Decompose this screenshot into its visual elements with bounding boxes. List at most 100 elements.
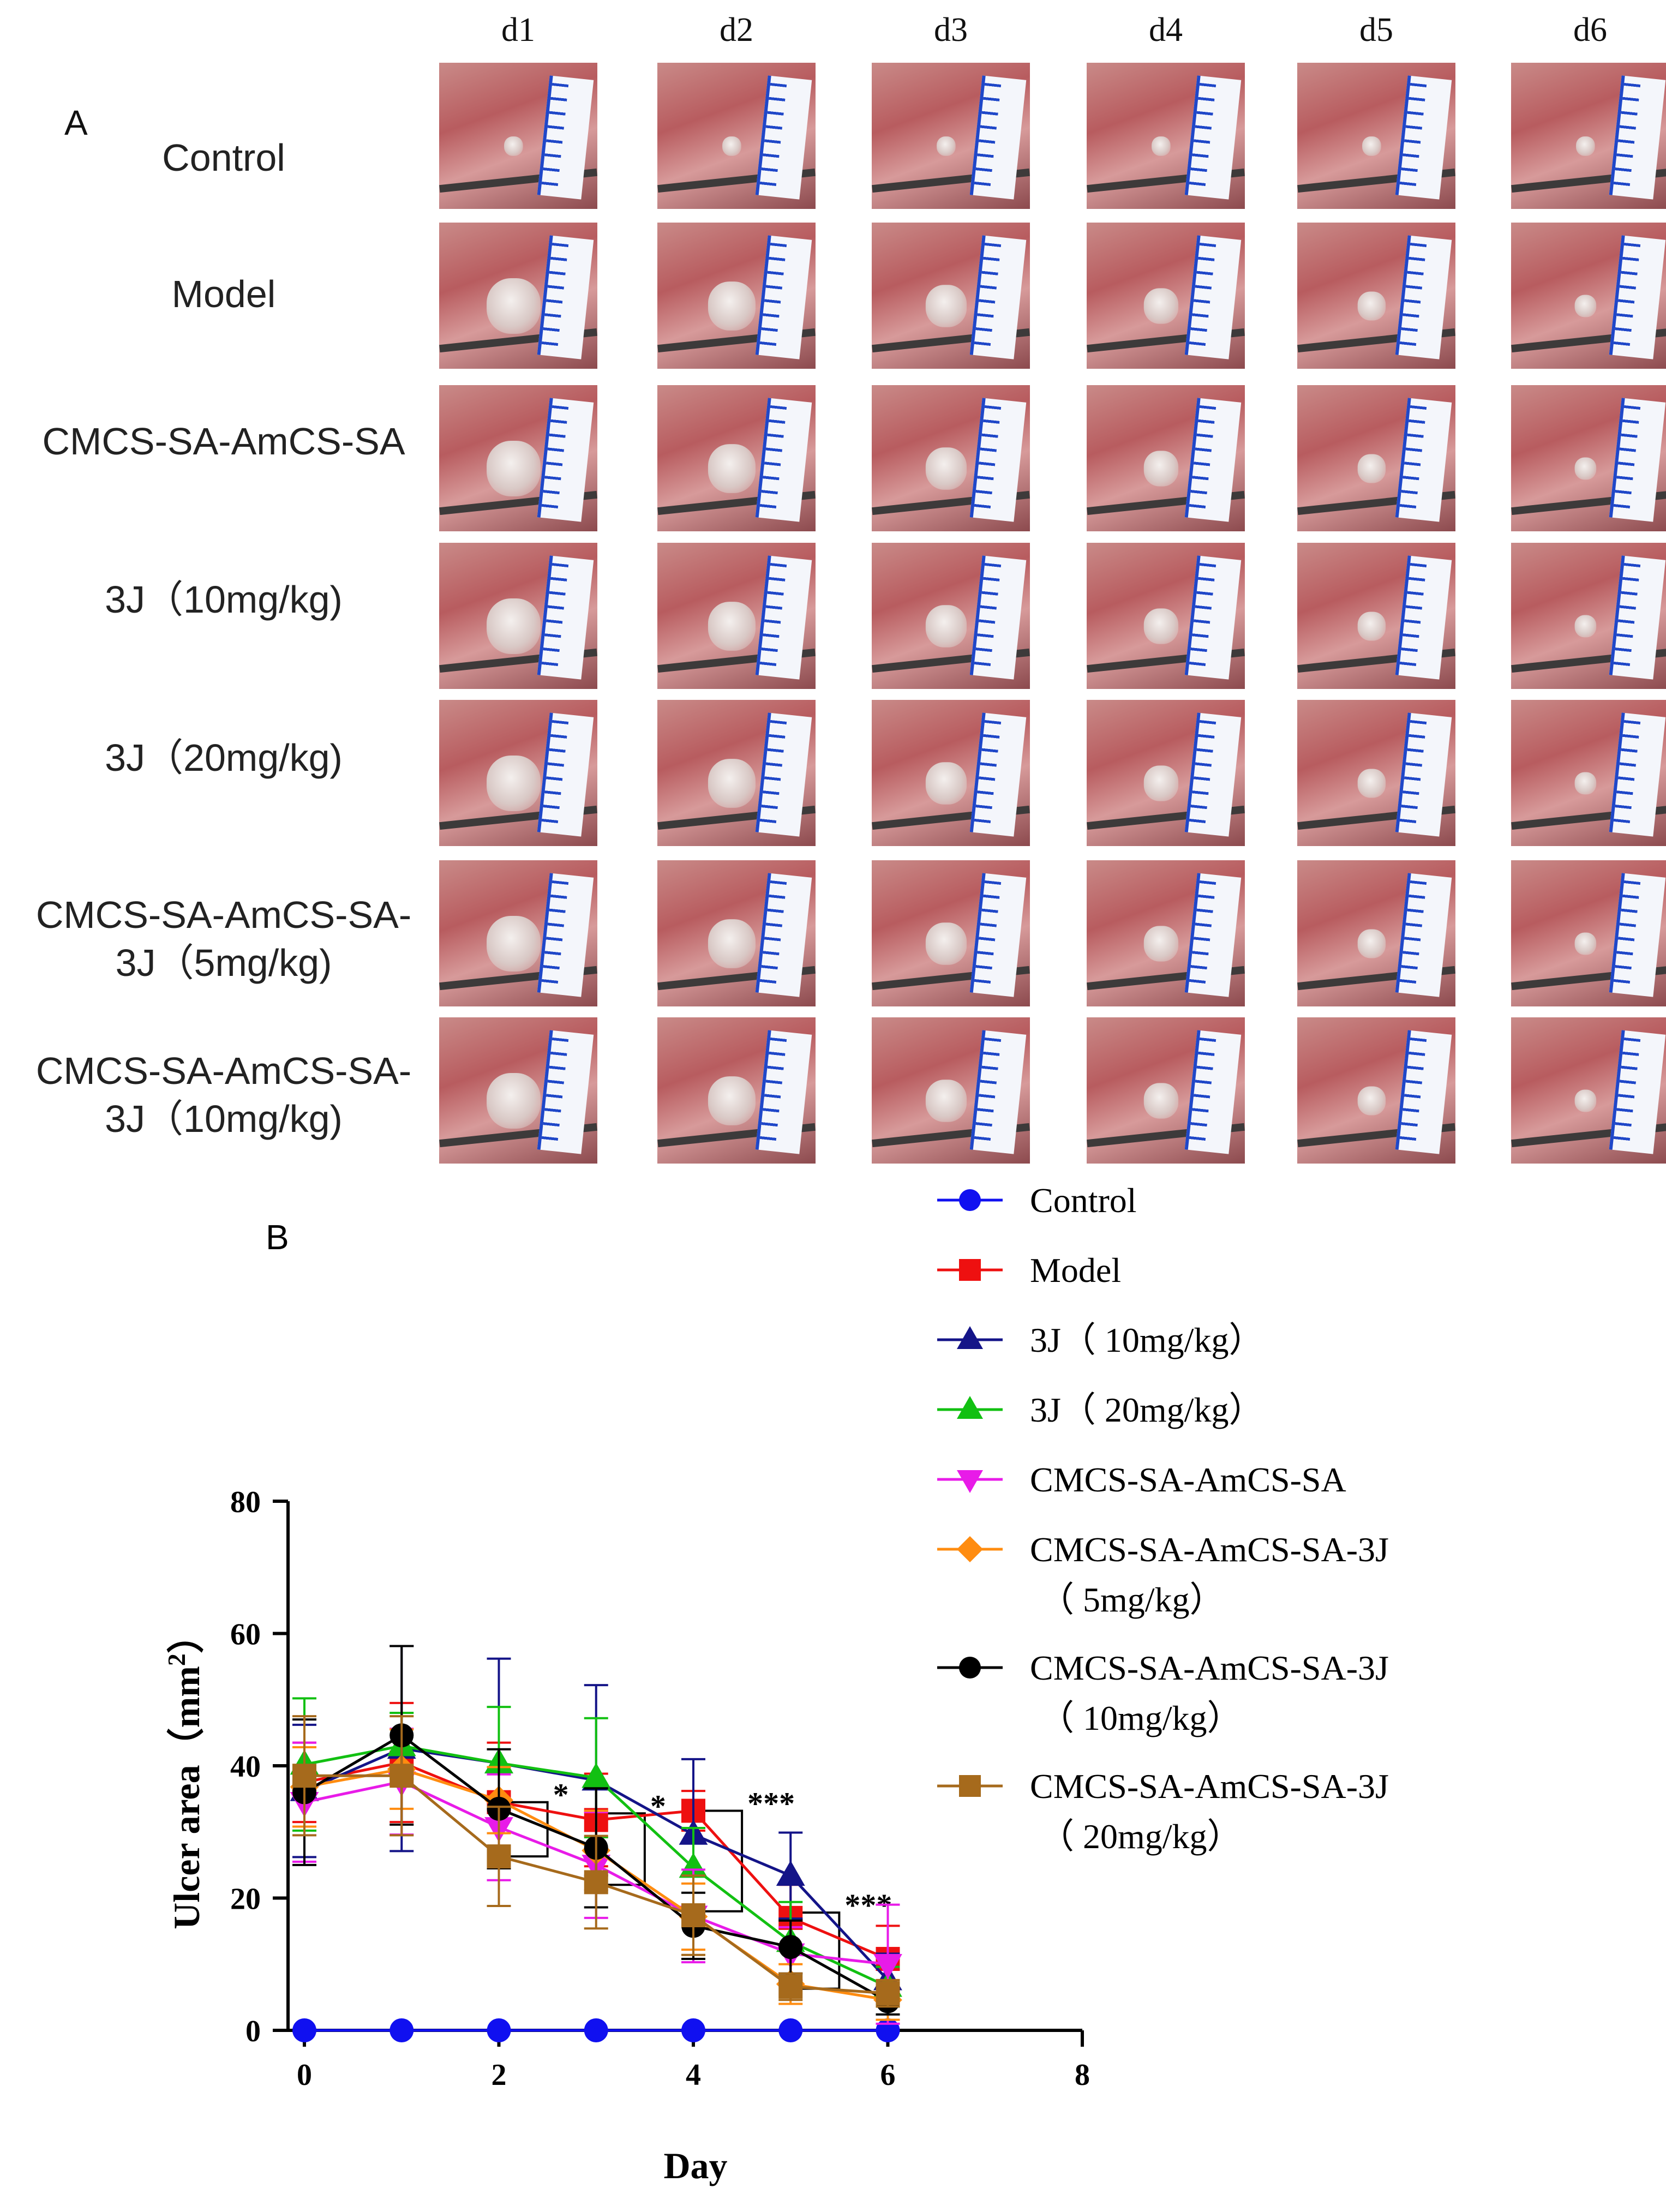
row-label-line: 3J（20mg/kg)	[105, 736, 343, 779]
mouth-photo	[1087, 63, 1245, 209]
mouth-photo	[657, 1017, 816, 1164]
mouth-photo	[1511, 700, 1666, 846]
ulcer-lesion	[1143, 451, 1178, 487]
ulcer-lesion	[708, 281, 756, 331]
ulcer-lesion	[1574, 1089, 1597, 1112]
mouth-photo	[1511, 223, 1666, 369]
data-point	[584, 2018, 608, 2042]
legend-label: 3J（ 20mg/kg）	[1030, 1390, 1263, 1429]
day-label-d4: d4	[1149, 11, 1183, 49]
data-point	[582, 1763, 611, 1788]
y-axis-label-text: Ulcer area（mm	[166, 1666, 207, 1929]
mouth-photo	[1511, 63, 1666, 209]
ulcer-lesion	[1574, 457, 1597, 480]
data-point	[778, 1974, 803, 1999]
legend-label: CMCS-SA-AmCS-SA	[1030, 1460, 1346, 1499]
ulcer-lesion	[1574, 615, 1597, 638]
significance-bracket	[596, 1812, 646, 1886]
legend-label: （ 20mg/kg）	[1039, 1817, 1242, 1856]
legend-entry: CMCS-SA-AmCS-SA-3J （ 20mg/kg）	[937, 1767, 1389, 1856]
legend-marker	[957, 1536, 983, 1562]
legend-entry: CMCS-SA-AmCS-SA-3J （ 10mg/kg）	[937, 1648, 1389, 1737]
legend-label: CMCS-SA-AmCS-SA-3J	[1030, 1530, 1389, 1569]
data-point	[778, 2018, 803, 2042]
row-label-line: 3J（10mg/kg)	[105, 1097, 343, 1140]
row-label-3: 3J（10mg/kg)	[11, 576, 436, 624]
row-label-4: 3J（20mg/kg)	[11, 734, 436, 782]
mouth-photo	[1297, 63, 1455, 209]
legend-label: （ 5mg/kg）	[1039, 1580, 1225, 1619]
mouth-photo	[1511, 1017, 1666, 1164]
ulcer-lesion	[1143, 608, 1178, 644]
ulcer-lesion	[1357, 1086, 1386, 1116]
row-label-line: CMCS-SA-AmCS-SA-	[35, 894, 412, 936]
mouth-photo	[872, 543, 1030, 689]
ulcer-lesion	[708, 443, 756, 493]
mouth-photo	[439, 543, 597, 689]
ulcer-lesion	[925, 605, 967, 648]
significance-label: ***	[747, 1785, 795, 1821]
data-point	[681, 2018, 705, 2042]
data-point	[389, 2018, 414, 2042]
series-layer	[290, 1645, 902, 2042]
data-point	[873, 1954, 902, 1980]
x-tick-label: 6	[880, 2058, 896, 2092]
data-point	[681, 1903, 705, 1928]
mouth-photo	[872, 385, 1030, 531]
ulcer-lesion	[708, 601, 756, 651]
legend-marker	[957, 1470, 983, 1493]
mouth-photo	[872, 1017, 1030, 1164]
mouth-photo	[872, 223, 1030, 369]
day-label-d1: d1	[501, 11, 535, 49]
ulcer-lesion	[1576, 136, 1595, 156]
data-point	[292, 1764, 316, 1788]
ulcer-lesion	[1357, 612, 1386, 641]
ulcer-lesion	[1143, 288, 1178, 324]
x-tick-label: 8	[1075, 2058, 1090, 2092]
chart-axes: 0 20 40 60 80 0 2 4 6 8	[230, 1485, 1090, 2092]
legend-entry: 3J（ 20mg/kg）	[937, 1390, 1263, 1429]
data-point	[487, 1844, 511, 1869]
day-label-d2: d2	[720, 11, 753, 49]
mouth-photo	[1297, 700, 1455, 846]
x-axis-label: Day	[663, 2145, 727, 2186]
ulcer-lesion	[1362, 136, 1381, 156]
day-label-d3: d3	[934, 11, 968, 49]
ulcer-lesion	[1357, 769, 1386, 798]
row-label-2: CMCS-SA-AmCS-SA	[11, 418, 436, 466]
y-axis-label: Ulcer area（mm2）	[163, 1616, 207, 1929]
mouth-photo	[872, 860, 1030, 1006]
panel-b-letter: B	[266, 1218, 289, 1257]
mouth-photo	[657, 543, 816, 689]
ulcer-lesion	[1574, 295, 1597, 317]
legend-label: （ 10mg/kg）	[1039, 1699, 1242, 1737]
mouth-photo	[872, 700, 1030, 846]
mouth-photo	[1511, 543, 1666, 689]
data-point	[292, 2018, 316, 2042]
legend-entry: Control	[937, 1181, 1137, 1220]
mouth-photo	[439, 223, 597, 369]
ulcer-lesion	[1143, 926, 1178, 962]
ulcer-lesion	[487, 915, 541, 972]
mouth-photo	[439, 860, 597, 1006]
data-point	[876, 1981, 900, 2006]
x-tick-label: 0	[297, 2058, 312, 2092]
series	[292, 1715, 900, 2008]
ulcer-lesion	[487, 598, 541, 654]
legend-entry: 3J（ 10mg/kg）	[937, 1321, 1263, 1359]
legend-entry: CMCS-SA-AmCS-SA	[937, 1460, 1346, 1499]
legend-marker	[959, 1657, 981, 1679]
ulcer-lesion	[925, 922, 967, 965]
row-label-line: 3J（5mg/kg)	[115, 941, 332, 984]
legend-label: Model	[1030, 1251, 1121, 1290]
panel-a: A d1 d2 d3 d4 d5 d6 Control Model CMCS-SA-AmCS-…	[0, 0, 1666, 1151]
significance-bracket	[693, 1809, 744, 1913]
series	[292, 2018, 900, 2042]
ulcer-lesion	[487, 1072, 541, 1129]
mouth-photo	[439, 700, 597, 846]
ulcer-lesion	[1143, 1083, 1178, 1119]
ulcer-lesion	[487, 440, 541, 496]
mouth-photo	[1087, 223, 1245, 369]
data-point	[778, 1935, 803, 1959]
